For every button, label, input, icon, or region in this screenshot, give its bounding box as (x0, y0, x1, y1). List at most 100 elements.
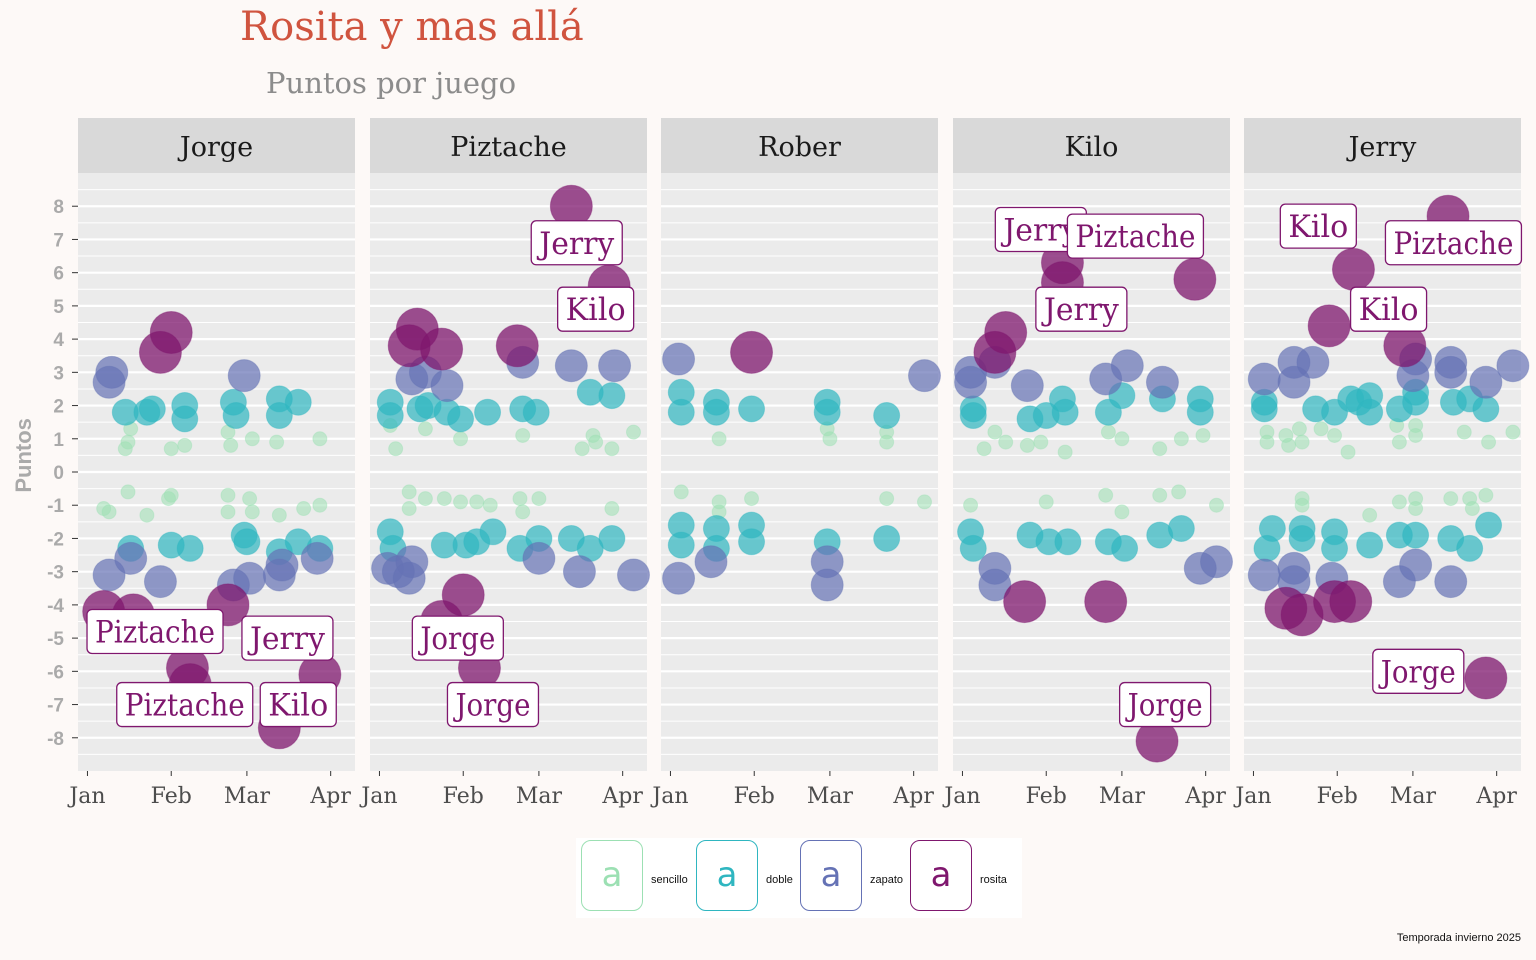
point-label-box (1066, 213, 1205, 259)
zapato-point (143, 565, 177, 599)
sencillo-point (1152, 441, 1168, 457)
doble-point (702, 398, 730, 426)
point-label: Jorge (418, 621, 496, 657)
sencillo-point (1408, 427, 1424, 443)
strip-label: Jorge (177, 132, 253, 163)
x-tick-label: Mar (516, 784, 563, 809)
x-tick-label: Jan (1233, 784, 1271, 809)
zapato-point (430, 369, 464, 403)
doble-point (284, 388, 312, 416)
y-axis-title: Puntos (11, 418, 36, 493)
sencillo-point (436, 491, 452, 507)
x-tick-label: Feb (443, 784, 484, 809)
sencillo-point (220, 487, 236, 503)
zapato-point (554, 349, 588, 383)
y-tick-label: 3 (53, 363, 64, 384)
point-label-box (241, 615, 334, 661)
sencillo-point (1443, 491, 1459, 507)
point-label-box (411, 615, 504, 661)
sencillo-point (101, 504, 117, 520)
x-tick-label: Apr (892, 784, 934, 809)
chart-title: Rosita y mas allá (240, 4, 584, 50)
sencillo-point (1114, 504, 1130, 520)
legend-key: a (910, 840, 972, 911)
legend-label: rosita (980, 874, 1007, 886)
point-label-box (446, 681, 540, 728)
zapato-point (114, 541, 148, 575)
y-tick-label: 1 (53, 430, 64, 451)
sencillo-point (242, 491, 258, 507)
doble-point (1456, 534, 1484, 562)
sencillo-point (1391, 494, 1407, 510)
y-tick-label: 2 (53, 397, 64, 418)
zapato-point (954, 365, 988, 399)
point-label: Kilo (1288, 209, 1348, 245)
legend-key: a (800, 840, 862, 911)
y-tick-label: -8 (47, 729, 64, 750)
strip-label: Jerry (1346, 132, 1418, 163)
zapato-point (1110, 349, 1144, 383)
rosita-point (1084, 580, 1128, 624)
sencillo-point (120, 484, 136, 500)
sencillo-point (1391, 434, 1407, 450)
x-tick-label: Feb (1317, 784, 1358, 809)
sencillo-point (963, 497, 979, 513)
doble-point (873, 402, 901, 430)
doble-point (1054, 528, 1082, 556)
zapato-point (92, 558, 126, 592)
x-tick-label: Mar (807, 784, 854, 809)
rosita-point (1464, 656, 1508, 700)
sencillo-point (453, 494, 469, 510)
doble-point (479, 518, 507, 546)
zapato-point (1399, 548, 1433, 582)
zapato-point (1277, 365, 1311, 399)
doble-point (813, 398, 841, 426)
zapato-point (1145, 365, 1179, 399)
sencillo-point (244, 431, 260, 447)
rosita-point (420, 327, 464, 371)
zapato-point (300, 541, 334, 575)
sencillo-point (271, 507, 287, 523)
doble-point (1472, 395, 1500, 423)
doble-point (138, 395, 166, 423)
sencillo-point (531, 491, 547, 507)
point-label: Piztache (125, 688, 245, 724)
point-label: Kilo (566, 292, 626, 328)
point-label: Piztache (1393, 226, 1513, 262)
sencillo-point (1340, 444, 1356, 460)
doble-point (1402, 388, 1430, 416)
doble-point (598, 524, 626, 552)
x-tick-label: Apr (601, 784, 643, 809)
sencillo-point (1362, 507, 1378, 523)
y-tick-label: -3 (47, 563, 64, 584)
point-label: Piztache (95, 614, 215, 650)
doble-point (1051, 398, 1079, 426)
sencillo-point (1019, 437, 1035, 453)
x-tick-label: Apr (1184, 784, 1226, 809)
zapato-point (662, 561, 696, 595)
rosita-point (495, 324, 539, 368)
doble-point (959, 402, 987, 430)
sencillo-point (1173, 431, 1189, 447)
zapato-point (1434, 565, 1468, 599)
sencillo-point (1408, 501, 1424, 517)
zapato-point (227, 359, 261, 393)
doble-point (376, 402, 404, 430)
zapato-point (392, 561, 426, 595)
sencillo-point (1327, 427, 1343, 443)
point-label-box (557, 286, 635, 332)
strip-label: Piztache (450, 132, 566, 163)
rosita-point (1331, 247, 1375, 291)
point-label: Jerry (1000, 212, 1078, 248)
strip-label: Rober (758, 132, 841, 163)
point-label-box (1035, 286, 1128, 332)
zapato-point (694, 545, 728, 579)
y-tick-label: 7 (53, 230, 64, 251)
sencillo-point (879, 434, 895, 450)
sencillo-point (417, 491, 433, 507)
sencillo-point (1464, 501, 1480, 517)
sencillo-point (312, 431, 328, 447)
sencillo-point (401, 501, 417, 517)
rosita-point (973, 330, 1017, 374)
sencillo-point (512, 491, 528, 507)
